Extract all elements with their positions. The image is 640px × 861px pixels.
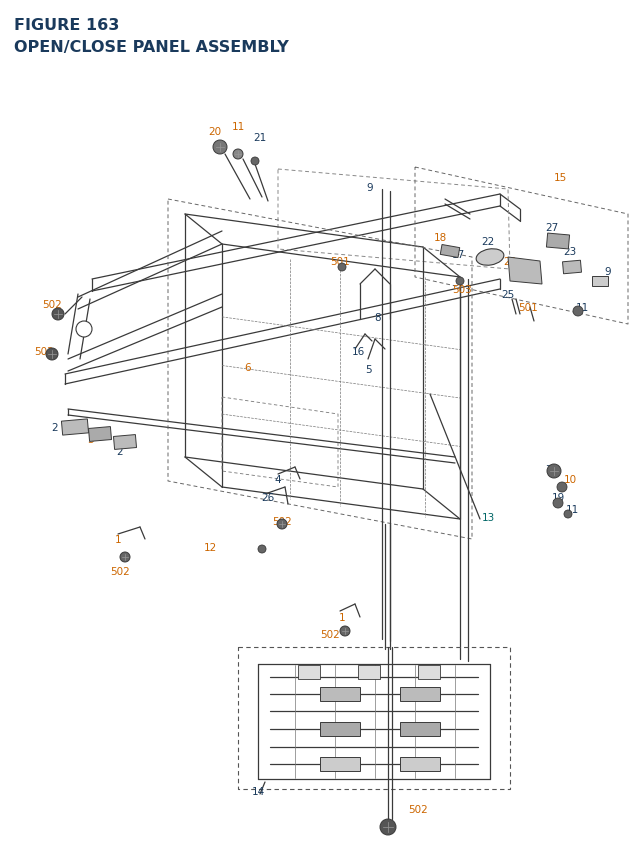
Text: 19: 19: [552, 492, 564, 503]
Ellipse shape: [476, 250, 504, 266]
Bar: [440, 245, 460, 258]
Circle shape: [456, 278, 464, 286]
Bar: [320, 722, 360, 736]
Text: 17: 17: [451, 250, 465, 260]
Circle shape: [547, 464, 561, 479]
Text: 22: 22: [481, 237, 495, 247]
Text: 6: 6: [244, 362, 252, 373]
Circle shape: [46, 349, 58, 361]
Bar: [400, 687, 440, 701]
Circle shape: [233, 150, 243, 160]
Text: 502: 502: [272, 517, 292, 526]
Text: 1: 1: [115, 535, 122, 544]
Text: 21: 21: [253, 133, 267, 143]
Text: 15: 15: [554, 173, 566, 183]
Text: 501: 501: [330, 257, 350, 267]
Text: 26: 26: [261, 492, 275, 503]
Bar: [418, 666, 440, 679]
Circle shape: [380, 819, 396, 835]
Text: 25: 25: [501, 289, 515, 300]
Text: 20: 20: [209, 127, 221, 137]
Circle shape: [340, 626, 350, 636]
Text: 11: 11: [565, 505, 579, 514]
Circle shape: [338, 263, 346, 272]
Bar: [358, 666, 380, 679]
Bar: [61, 419, 88, 436]
Text: 9: 9: [605, 267, 611, 276]
Bar: [320, 757, 360, 771]
Text: 2: 2: [116, 447, 124, 456]
Text: 502: 502: [408, 804, 428, 814]
Bar: [88, 427, 111, 442]
Bar: [400, 722, 440, 736]
Text: 16: 16: [351, 347, 365, 356]
Bar: [320, 687, 360, 701]
Bar: [563, 261, 582, 275]
Circle shape: [564, 511, 572, 518]
Text: 1: 1: [339, 612, 346, 623]
Circle shape: [213, 141, 227, 155]
Text: 501: 501: [518, 303, 538, 313]
Text: 503: 503: [452, 285, 472, 294]
Circle shape: [573, 307, 583, 317]
Text: 14: 14: [252, 786, 264, 796]
Text: FIGURE 163: FIGURE 163: [14, 18, 120, 33]
Text: 7: 7: [545, 464, 551, 474]
Text: 5: 5: [365, 364, 371, 375]
Bar: [592, 276, 608, 287]
Text: 3: 3: [86, 435, 93, 444]
Text: 8: 8: [374, 313, 381, 323]
Text: OPEN/CLOSE PANEL ASSEMBLY: OPEN/CLOSE PANEL ASSEMBLY: [14, 40, 289, 55]
Text: 23: 23: [563, 247, 577, 257]
Circle shape: [557, 482, 567, 492]
Text: 11: 11: [232, 122, 244, 132]
Text: 2: 2: [52, 423, 58, 432]
Bar: [547, 234, 570, 250]
Text: 4: 4: [275, 474, 282, 485]
Text: 27: 27: [545, 223, 559, 232]
Circle shape: [258, 545, 266, 554]
Text: 24: 24: [504, 257, 516, 267]
Polygon shape: [508, 257, 542, 285]
Text: 13: 13: [481, 512, 495, 523]
Text: 502: 502: [110, 567, 130, 576]
Text: 11: 11: [575, 303, 589, 313]
Circle shape: [52, 308, 64, 320]
Bar: [113, 435, 136, 450]
Text: 10: 10: [563, 474, 577, 485]
Circle shape: [553, 499, 563, 508]
Text: 9: 9: [367, 183, 373, 193]
Text: 18: 18: [433, 232, 447, 243]
Text: 502: 502: [320, 629, 340, 639]
Text: 502: 502: [34, 347, 54, 356]
Text: 12: 12: [204, 542, 216, 553]
Bar: [400, 757, 440, 771]
Text: 502: 502: [42, 300, 62, 310]
Circle shape: [251, 158, 259, 166]
Circle shape: [277, 519, 287, 530]
Bar: [298, 666, 320, 679]
Circle shape: [120, 553, 130, 562]
Circle shape: [76, 322, 92, 338]
